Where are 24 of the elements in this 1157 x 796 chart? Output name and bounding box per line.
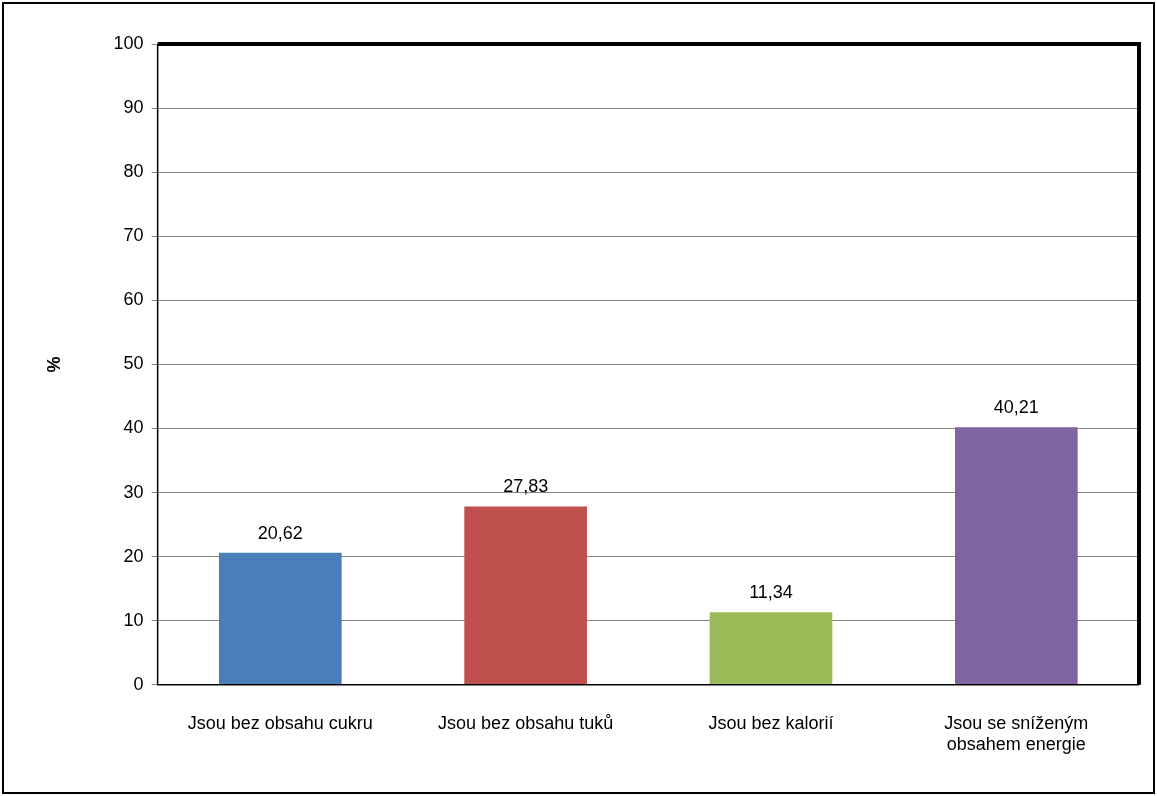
y-tick-label: 60 [123,289,144,310]
y-tick-label: 80 [123,161,144,182]
data-label: 27,83 [503,476,549,497]
y-tick-label: 70 [123,225,144,246]
bar [709,612,833,685]
y-tick-label: 40 [123,417,144,438]
bar [954,427,1078,685]
y-tick-label: 30 [123,481,144,502]
y-tick-label: 90 [123,97,144,118]
data-label: 40,21 [993,397,1039,418]
y-tick-label: 100 [113,32,144,53]
y-axis-title: % [43,356,64,373]
x-tick-label: Jsou bez obsahu cukru [187,712,373,733]
data-label: 11,34 [749,582,793,603]
y-tick-label: 50 [123,353,144,374]
data-label: 20,62 [257,522,303,543]
y-tick-label: 10 [123,609,144,630]
x-tick-label: Jsou bez kalorií [708,712,834,733]
bar [464,506,587,685]
y-tick-label: 0 [133,673,144,694]
x-tick-label: Jsou se sníženým obsahem energie [944,712,1089,755]
bar [218,552,342,685]
y-tick-label: 20 [123,545,144,566]
x-tick-label: Jsou bez obsahu tuků [438,712,614,733]
